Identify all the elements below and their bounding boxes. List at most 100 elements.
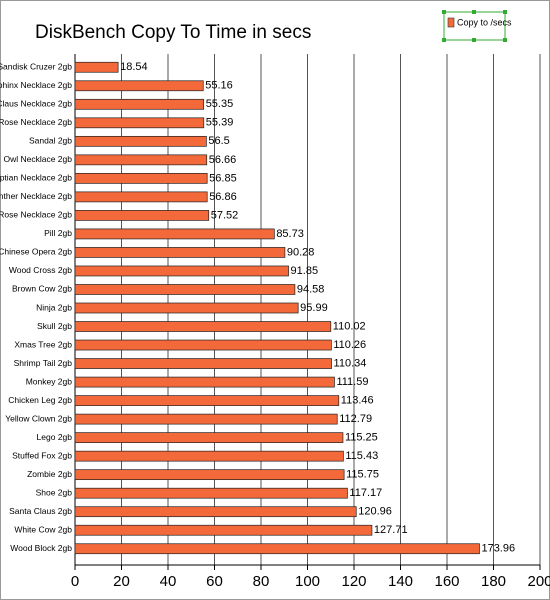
value-label: 110.02 [333, 320, 366, 332]
bar [74, 191, 208, 203]
y-tick-label: Yellow Clown 2gb [5, 413, 72, 423]
bar [74, 487, 348, 499]
value-label: 117.17 [349, 487, 382, 499]
y-tick-label: Black Rose Necklace 2gb [0, 117, 72, 127]
y-tick-label: Shrimp Tail 2gb [14, 358, 73, 368]
selection-handle [472, 38, 476, 42]
bar [74, 432, 344, 443]
selection-handle [503, 10, 507, 14]
x-tick-label: 0 [71, 573, 79, 590]
value-label: 127.71 [374, 524, 408, 536]
legend-swatch [447, 17, 455, 28]
value-label: 56.5 [208, 135, 229, 147]
y-tick-label: Stuffed Fox 2gb [12, 450, 72, 460]
value-label: 56.85 [209, 172, 237, 184]
value-label: 85.73 [276, 228, 304, 240]
value-label: 111.59 [336, 376, 368, 388]
bar [74, 302, 299, 314]
value-label: 115.25 [345, 432, 378, 444]
value-label: 55.35 [206, 98, 234, 110]
value-label: 112.79 [339, 413, 372, 425]
chart-title: DiskBench Copy To Time in secs [35, 22, 311, 43]
y-tick-label: Monkey 2gb [26, 376, 73, 386]
bar [74, 284, 296, 295]
value-label: 57.52 [211, 209, 239, 221]
y-tick-label: Pill 2gb [44, 228, 72, 238]
y-tick-label: Red Rose Necklace 2gb [0, 210, 72, 220]
value-label: 94.58 [297, 283, 325, 295]
x-tick-label: 120 [341, 573, 366, 590]
x-tick-label: 80 [253, 573, 270, 590]
bar [74, 173, 208, 184]
value-label: 55.16 [205, 80, 233, 92]
bar [74, 506, 357, 518]
value-label: 91.85 [291, 265, 319, 277]
value-label: 115.43 [345, 450, 378, 462]
selection-handle [442, 10, 446, 14]
x-tick-label: 200 [527, 573, 550, 590]
x-tick-label: 140 [388, 573, 413, 590]
x-tick-label: 60 [206, 573, 223, 590]
x-tick-label: 100 [295, 573, 320, 590]
y-tick-label: Brown Cow 2gb [12, 284, 72, 294]
legend-label: Copy to /secs [457, 17, 512, 27]
y-tick-label: Shoe 2gb [36, 487, 73, 497]
y-tick-label: Wood Block 2gb [10, 543, 72, 553]
x-tick-label: 180 [481, 573, 506, 590]
selection-handle [442, 38, 446, 42]
bar [74, 321, 332, 332]
y-tick-label: Chinese Opera 2gb [0, 247, 72, 257]
bar [74, 469, 345, 481]
x-tick-label: 20 [113, 573, 130, 590]
value-label: 56.86 [209, 191, 237, 203]
x-tick-label: 160 [434, 573, 459, 590]
value-label: 95.99 [300, 302, 328, 314]
bar [74, 210, 210, 221]
bar [74, 339, 332, 351]
y-tick-label: Chicken Leg 2gb [8, 395, 72, 405]
y-tick-label: White Cow 2gb [14, 524, 72, 534]
value-label: 115.75 [346, 469, 379, 481]
y-tick-label: Santa Claus 2gb [9, 506, 72, 516]
y-tick-label: Zombie 2gb [27, 469, 72, 479]
y-tick-label: Skull 2gb [37, 321, 72, 331]
value-label: 90.28 [287, 246, 315, 258]
value-label: 18.54 [120, 61, 148, 73]
bar [74, 228, 275, 240]
bar [74, 376, 335, 388]
y-tick-label: Panther Necklace 2gb [0, 191, 72, 201]
y-tick-label: Owl Necklace 2gb [3, 154, 72, 164]
y-tick-label: Sandisk Cruzer 2gb [0, 62, 72, 72]
bar [74, 265, 289, 277]
bar [74, 80, 204, 92]
x-tick-label: 40 [160, 573, 177, 590]
y-tick-label: Santa Claus Necklace 2gb [0, 99, 72, 109]
value-label: 120.96 [358, 506, 392, 518]
bar [74, 61, 119, 73]
value-label: 110.26 [333, 339, 366, 351]
bar [74, 524, 373, 536]
bar [74, 135, 207, 147]
bar [74, 358, 332, 369]
bar [74, 543, 480, 555]
bar [74, 450, 344, 462]
bar [74, 395, 340, 406]
value-label: 55.39 [206, 117, 234, 129]
y-tick-label: Sphinx Necklace 2gb [0, 80, 72, 90]
legend: Copy to /secs [442, 10, 512, 42]
selection-handle [472, 10, 476, 14]
bar [74, 154, 208, 166]
y-tick-label: Lego 2gb [37, 432, 73, 442]
y-tick-label: Xmas Tree 2gb [14, 339, 72, 349]
bar [74, 117, 205, 129]
bar [74, 247, 286, 258]
bar [74, 98, 205, 110]
selection-handle [503, 38, 507, 42]
y-tick-label: Wood Cross 2gb [9, 265, 72, 275]
y-tick-label: Egyptian Necklace 2gb [0, 173, 72, 183]
value-label: 113.46 [341, 394, 374, 406]
y-tick-label: Ninja 2gb [36, 302, 72, 312]
bar [74, 413, 338, 425]
